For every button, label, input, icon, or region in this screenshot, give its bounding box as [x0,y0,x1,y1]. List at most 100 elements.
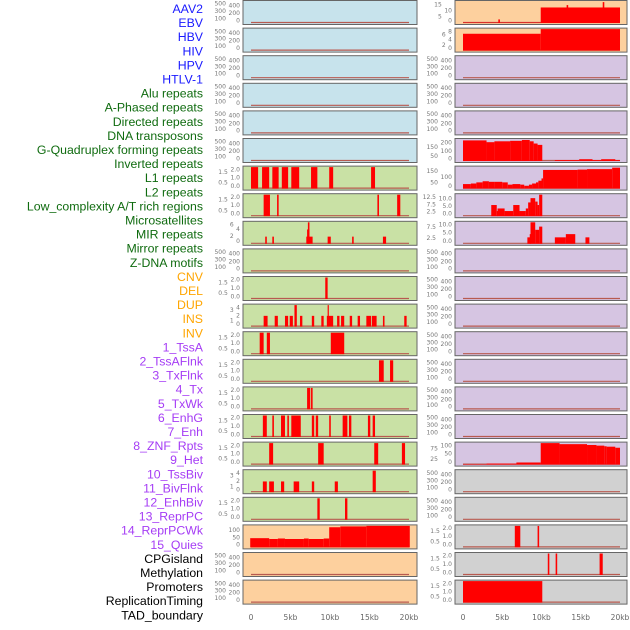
y-tick-label: 0 [448,321,452,328]
y-tick-label: 200 [441,424,453,431]
y-tick-label: 1.5 [430,555,440,562]
data-bar [516,462,541,465]
data-bar [337,315,340,327]
track-label: Directed repeats [113,115,203,129]
y-tick-label: 2.0 [230,387,240,394]
data-bar [529,141,534,161]
y-tick-label: 2 [236,312,240,319]
track-panel: 0.05.010.02.5 7.5 [426,220,628,246]
data-bar [259,332,264,355]
data-bar [543,169,578,189]
track-panel: 0.01.02.00.51.5 [218,386,418,412]
panel-background [454,303,628,329]
track-panel: 0.01.02.00.51.5 [430,552,628,577]
y-tick-label: 4 [236,304,240,311]
track-label: HTLV-1 [162,73,203,87]
y-tick-label: 500 [214,111,226,118]
y-tick-label: 12.5 [423,194,437,201]
y-tick-label: 1.0 [230,450,240,457]
data-bar [269,443,274,465]
y-tick-label: 6 [230,222,234,229]
data-bar [520,184,525,189]
data-bar [537,525,540,548]
data-bar [502,182,508,189]
data-bar [291,415,301,437]
y-tick-label: 200 [441,65,453,72]
data-bar [404,315,407,327]
data-bar [566,5,569,23]
y-tick-label: 0.0 [230,293,240,300]
y-tick-label: 0 [236,238,240,245]
data-bar [494,141,511,161]
y-tick-label: 150 [426,144,438,151]
data-bar [326,315,334,327]
data-bar [372,470,376,493]
y-tick-label: 6 [442,32,446,39]
y-tick-label: 3 [230,307,234,314]
panel-background [454,414,628,439]
y-tick-label: 2.5 [426,209,436,216]
track-label: DUP [177,298,203,312]
data-bar [307,387,311,410]
panel-background [242,27,418,53]
track-label: CPGisland [144,552,203,566]
data-bar [311,387,313,410]
x-tick-label: 5kb [284,613,298,622]
track-label: 12_EnhBiv [144,496,204,510]
y-tick-label: 2.5 [426,235,436,242]
data-bar [587,444,597,465]
y-tick-label: 7.5 [426,224,436,231]
track-label: EBV [178,16,203,30]
data-bar [321,315,324,327]
data-bar [463,33,541,51]
data-bar [250,538,270,548]
track-label: Microsatellites [125,214,203,228]
y-tick-label: 500 [426,111,438,118]
y-tick-label: 2.0 [442,553,452,560]
data-bar [342,415,348,437]
y-tick-label: 300 [426,63,438,70]
y-tick-label: 100 [214,568,226,575]
data-bar [262,167,270,189]
data-bar [277,194,279,217]
y-tick-label: 300 [214,560,226,567]
data-bar [512,184,521,189]
data-bar [463,184,471,189]
y-tick-label: 1.0 [230,285,240,292]
y-tick-label: 500 [214,84,226,91]
panel-background [242,386,418,412]
y-tick-label: 200 [441,286,453,293]
y-tick-label: 8 [448,28,452,35]
y-tick-label: 300 [426,367,438,374]
data-bar [317,498,320,520]
y-tick-label: 1.0 [442,561,452,568]
data-bar [340,526,367,548]
y-tick-label: 50 [430,153,438,160]
y-tick-label: 3 [230,473,234,480]
panel-background [242,110,418,136]
y-tick-label: 300 [426,119,438,126]
y-tick-label: 300 [214,36,226,43]
data-bar [325,277,328,299]
y-tick-label: 500 [426,249,438,256]
y-tick-label: 50 [430,179,438,186]
data-bar [294,305,297,327]
y-tick-label: 200 [229,93,241,100]
x-tick-label: 10kb [532,613,551,622]
y-tick-label: 15 [434,2,442,9]
track-label: 10_TssBiv [147,467,204,481]
y-tick-label: 0 [448,17,452,24]
y-tick-label: 1 [230,483,234,490]
y-tick-label: 0.5 [218,401,228,408]
panel-background [242,552,418,577]
y-tick-label: 400 [441,499,453,506]
data-bar [303,538,309,548]
track-label: TAD_boundary [121,608,204,622]
track-label: 1_TssA [163,340,204,354]
